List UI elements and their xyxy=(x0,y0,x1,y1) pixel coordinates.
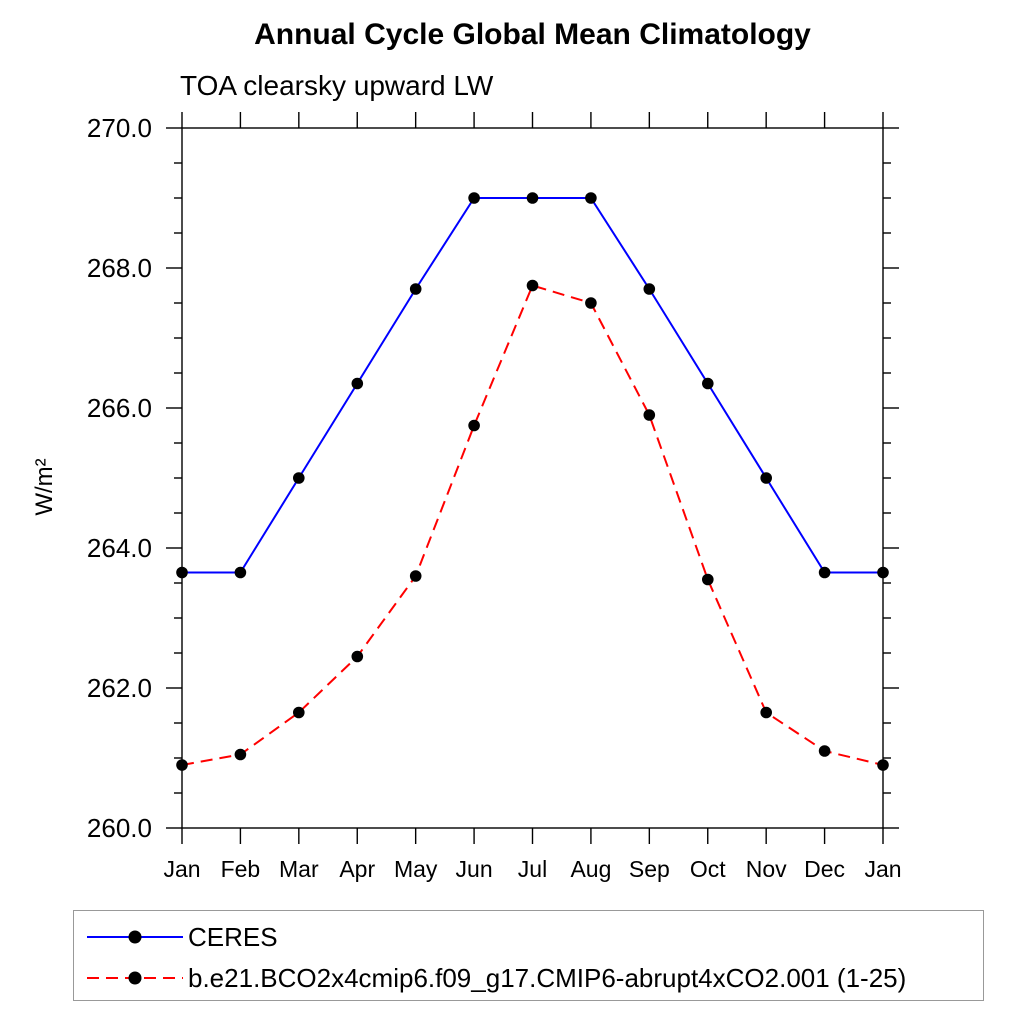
data-point-s0-4 xyxy=(409,283,422,295)
legend-line-sample-ceres xyxy=(87,930,183,944)
data-point-s1-10 xyxy=(760,706,772,719)
data-point-s0-10 xyxy=(760,472,772,484)
legend-label-ceres: CERES xyxy=(188,921,278,952)
x-tick-label: Oct xyxy=(690,856,726,882)
legend-marker-icon xyxy=(128,971,142,985)
x-tick-label: May xyxy=(394,856,438,882)
data-point-s0-11 xyxy=(818,566,831,579)
data-point-s0-8 xyxy=(643,283,656,295)
data-point-s0-9 xyxy=(702,377,714,390)
y-tick-label: 266.0 xyxy=(87,393,152,423)
x-tick-label: Jun xyxy=(456,856,493,882)
data-point-s0-2 xyxy=(293,472,305,484)
data-point-s1-9 xyxy=(702,573,714,586)
data-point-s0-3 xyxy=(351,377,364,390)
data-point-s0-12 xyxy=(877,566,889,579)
x-tick-label: Nov xyxy=(746,856,787,882)
x-tick-label: Feb xyxy=(221,856,261,882)
data-point-s0-1 xyxy=(234,566,247,579)
y-tick-label: 262.0 xyxy=(87,673,152,703)
legend-label-model: b.e21.BCO2x4cmip6.f09_g17.CMIP6-abrupt4x… xyxy=(188,962,907,993)
legend-marker-icon xyxy=(128,930,142,944)
data-point-s1-5 xyxy=(468,419,480,432)
y-tick-label: 260.0 xyxy=(87,813,152,843)
data-point-s0-6 xyxy=(526,192,539,204)
y-tick-label: 270.0 xyxy=(87,113,152,143)
x-tick-label: Apr xyxy=(339,856,375,882)
data-point-s1-0 xyxy=(176,759,188,771)
data-point-s1-11 xyxy=(818,745,831,757)
data-point-s1-4 xyxy=(409,570,422,582)
data-point-s1-8 xyxy=(643,409,656,421)
x-tick-label: Jul xyxy=(518,856,547,882)
chart-subtitle: TOA clearsky upward LW xyxy=(180,70,494,101)
x-tick-label: Jan xyxy=(864,856,901,882)
x-tick-label: Dec xyxy=(804,856,845,882)
series-line-0 xyxy=(182,197,883,574)
data-point-s1-6 xyxy=(526,279,539,292)
data-point-s1-7 xyxy=(585,297,597,309)
x-tick-label: Sep xyxy=(629,856,670,882)
legend-line-sample-model xyxy=(87,971,183,985)
chart-title: Annual Cycle Global Mean Climatology xyxy=(254,18,811,51)
plot-frame xyxy=(181,127,884,829)
data-point-s0-0 xyxy=(176,566,188,579)
data-point-s1-1 xyxy=(234,748,247,761)
series-line-1 xyxy=(181,284,884,766)
x-tick-label: Aug xyxy=(570,856,611,882)
y-tick-label: 264.0 xyxy=(87,533,152,563)
data-point-s0-7 xyxy=(585,192,597,204)
data-point-s0-5 xyxy=(468,192,480,204)
legend: CERES b.e21.BCO2x4cmip6.f09_g17.CMIP6-ab… xyxy=(73,910,984,1001)
x-tick-label: Mar xyxy=(279,856,319,882)
y-tick-label: 268.0 xyxy=(87,253,152,283)
data-point-s1-12 xyxy=(877,759,889,771)
data-point-s1-3 xyxy=(351,650,364,663)
x-tick-label: Jan xyxy=(163,856,200,882)
data-point-s1-2 xyxy=(293,706,305,719)
